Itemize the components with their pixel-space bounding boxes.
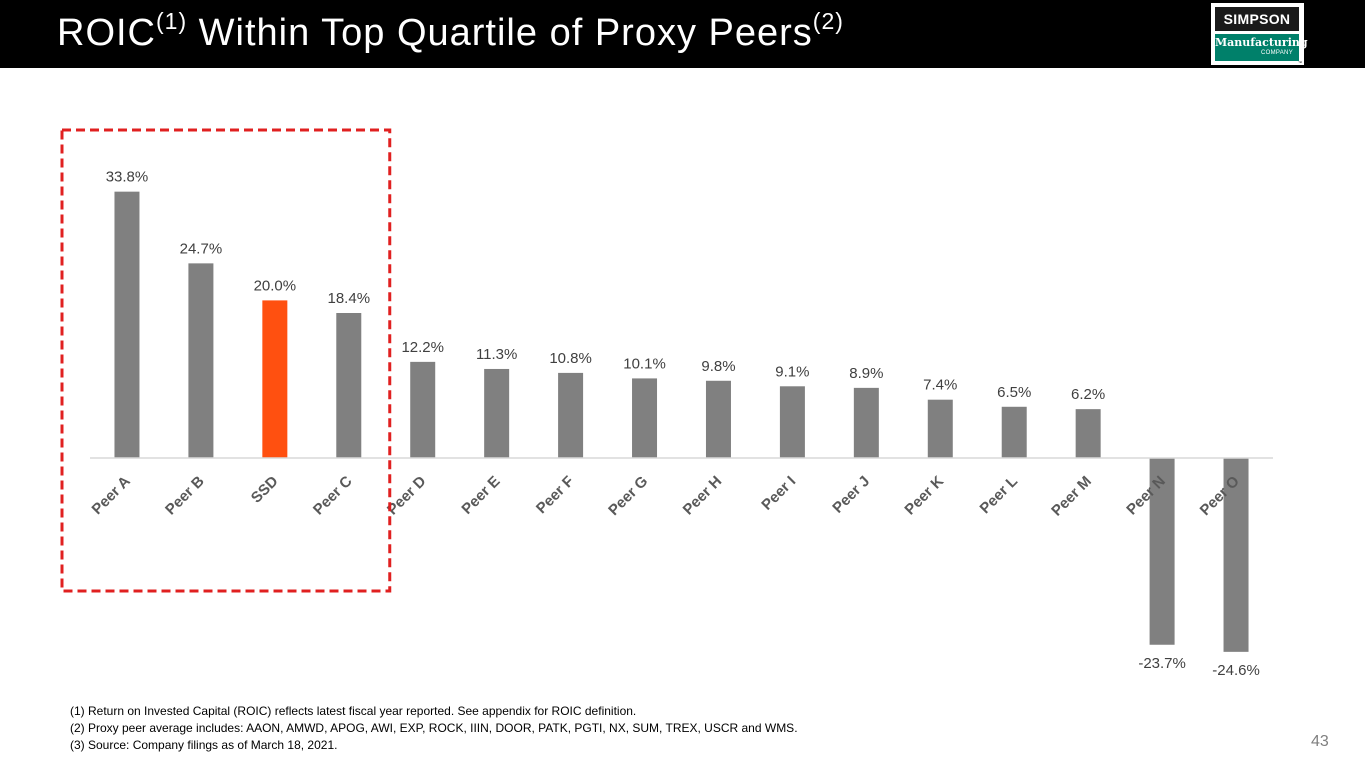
bar-peer-l: [1001, 406, 1027, 458]
data-label: 18.4%: [328, 290, 371, 307]
data-label: 11.3%: [476, 346, 517, 363]
bar-peer-e: [484, 368, 510, 458]
logo-simpson-text: SIMPSON: [1215, 7, 1299, 31]
x-tick-label: Peer E: [458, 473, 503, 518]
logo-trademark: ™: [1298, 60, 1302, 65]
bar-peer-f: [558, 372, 584, 458]
bar-peer-o: [1223, 458, 1249, 652]
data-label: 33.8%: [106, 169, 149, 186]
company-logo: SIMPSON Manufacturing COMPANY ™: [1211, 3, 1308, 65]
footnote-1: (1) Return on Invested Capital (ROIC) re…: [70, 704, 637, 718]
x-tick-label: Peer M: [1048, 473, 1095, 520]
data-label: 10.8%: [549, 350, 592, 367]
top-quartile-highlight-box: [60, 128, 392, 593]
x-tick-label: Peer H: [680, 473, 726, 519]
data-label: 9.8%: [701, 358, 735, 375]
footnote-ref-1: (1): [156, 8, 188, 34]
x-tick-label: Peer I: [758, 473, 799, 514]
bar-peer-n: [1149, 458, 1175, 645]
logo-company-text: COMPANY: [1261, 50, 1293, 56]
x-tick-label: Peer B: [162, 473, 208, 519]
roic-bar-chart: 33.8% Peer A 24.7% Peer B 20.0% SSD 18.4% Peer …: [60, 128, 1273, 679]
data-label: 9.1%: [775, 363, 809, 380]
footnotes: (1) Return on Invested Capital (ROIC) re…: [70, 703, 798, 754]
bar-ssd: [262, 300, 288, 458]
bar-peer-b: [188, 263, 214, 458]
x-tick-label: Peer A: [89, 473, 134, 518]
data-label: 10.1%: [623, 355, 666, 372]
data-label: -23.7%: [1138, 655, 1186, 672]
data-label: 6.2%: [1071, 386, 1105, 403]
data-label: 20.0%: [254, 277, 297, 294]
page-title: ROIC(1) Within Top Quartile of Proxy Pee…: [57, 8, 844, 55]
data-label: 8.9%: [849, 365, 883, 382]
bar-peer-g: [632, 378, 658, 458]
data-label: -24.6%: [1212, 662, 1260, 679]
header-bar: ROIC(1) Within Top Quartile of Proxy Pee…: [0, 0, 1365, 68]
bar-peer-h: [705, 380, 731, 458]
data-label: 12.2%: [401, 339, 444, 356]
footnote-ref-2: (2): [812, 8, 844, 34]
x-tick-label: Peer G: [605, 473, 651, 519]
data-label: 6.5%: [997, 384, 1031, 401]
bar-peer-k: [927, 399, 953, 458]
data-label: 24.7%: [180, 240, 223, 257]
x-tick-label: Peer K: [901, 473, 947, 519]
bar-peer-i: [779, 386, 805, 458]
bar-peer-a: [114, 191, 140, 458]
bar-peer-j: [853, 387, 879, 458]
footnote-2: (2) Proxy peer average includes: AAON, A…: [70, 721, 798, 735]
bar-peer-c: [336, 313, 362, 458]
data-label: 7.4%: [923, 377, 957, 394]
page-number: 43: [1311, 733, 1329, 750]
x-tick-label: Peer F: [533, 473, 577, 517]
logo-manufacturing-text: Manufacturing: [1215, 36, 1308, 49]
bar-peer-d: [410, 361, 436, 458]
footnote-3: (3) Source: Company filings as of March …: [70, 738, 338, 752]
x-tick-label: Peer L: [977, 473, 1021, 517]
x-tick-label: Peer J: [829, 473, 873, 517]
bar-peer-m: [1075, 409, 1101, 458]
x-tick-label: SSD: [248, 473, 282, 507]
x-tick-label: Peer C: [310, 473, 356, 519]
logo-manufacturing-block: Manufacturing COMPANY: [1215, 34, 1308, 61]
